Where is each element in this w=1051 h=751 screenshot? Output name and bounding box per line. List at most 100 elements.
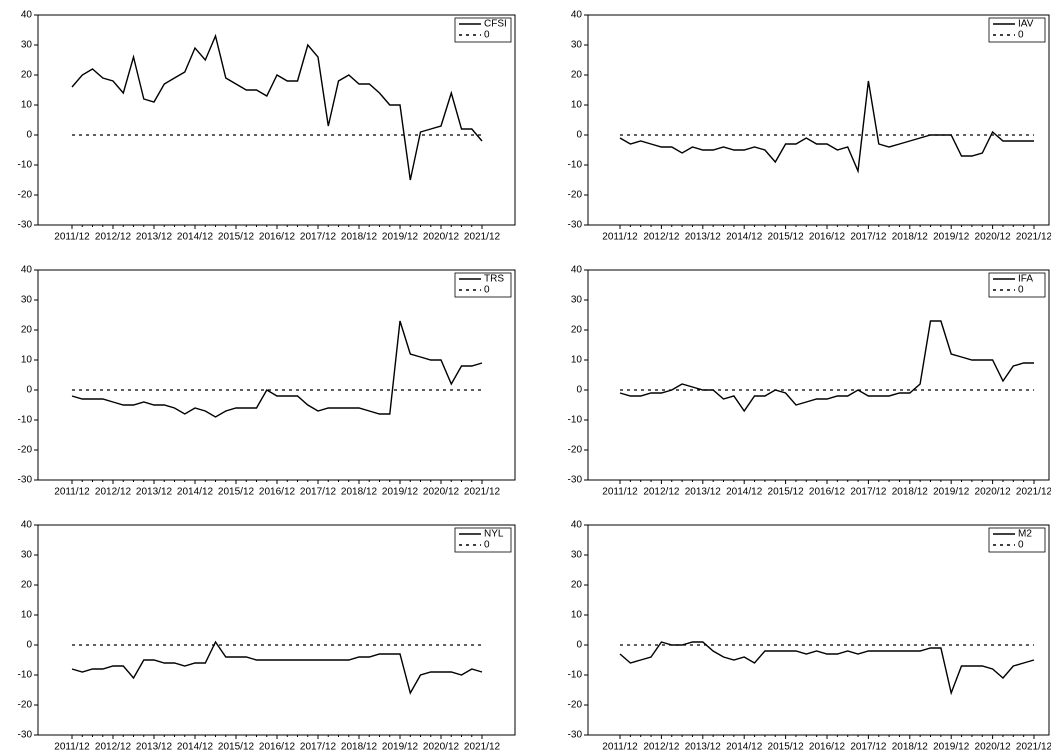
y-tick-label: -10 (18, 415, 33, 426)
y-tick-label: 30 (21, 40, 33, 51)
x-tick-label: 2021/12 (1016, 487, 1051, 498)
y-tick-label: 20 (571, 580, 583, 591)
y-tick-label: -30 (18, 220, 33, 231)
y-tick-label: -10 (568, 670, 583, 681)
x-tick-label: 2021/12 (464, 742, 501, 751)
legend-label: 0 (484, 30, 490, 41)
panel: -30 -20 -10 0 10 20 30 40 2011/12 2012/12 2013/12 2… (18, 265, 516, 498)
x-tick-label: 2011/12 (54, 487, 90, 498)
x-tick-label: 2016/12 (259, 232, 296, 243)
x-tick-label: 2017/12 (300, 487, 337, 498)
y-tick-label: 10 (21, 610, 33, 621)
series-line (619, 80, 1034, 174)
x-tick-label: 2017/12 (850, 742, 887, 751)
x-tick-label: 2015/12 (218, 487, 255, 498)
y-tick-label: -30 (18, 730, 33, 741)
x-tick-label: 2020/12 (975, 487, 1012, 498)
x-tick-label: 2021/12 (1016, 232, 1051, 243)
legend-label: TRS (484, 274, 504, 285)
x-tick-label: 2018/12 (892, 742, 929, 751)
plot-frame (587, 14, 1050, 226)
y-tick-label: 40 (21, 520, 33, 531)
y-tick-label: -20 (568, 700, 583, 711)
x-tick-label: 2018/12 (892, 487, 929, 498)
x-tick-label: 2015/12 (218, 232, 255, 243)
legend-box (454, 527, 512, 553)
y-tick-label: 10 (571, 355, 583, 366)
y-tick-label: -20 (568, 445, 583, 456)
legend-label: 0 (484, 285, 490, 296)
y-tick-label: 10 (21, 100, 33, 111)
x-tick-label: 2016/12 (809, 487, 846, 498)
x-tick-label: 2012/12 (643, 742, 680, 751)
y-tick-label: -30 (568, 475, 583, 486)
legend-box (988, 527, 1046, 553)
x-tick-label: 2012/12 (643, 232, 680, 243)
x-tick-label: 2019/12 (382, 232, 419, 243)
x-tick-label: 2014/12 (177, 487, 214, 498)
panel: -30 -20 -10 0 10 20 30 40 2011/12 2012/12 2013/12 2… (568, 520, 1051, 751)
x-tick-label: 2017/12 (300, 232, 337, 243)
x-tick-label: 2019/12 (382, 742, 419, 751)
y-tick-label: -30 (568, 730, 583, 741)
x-tick-label: 2018/12 (892, 232, 929, 243)
series-line (71, 640, 483, 695)
x-tick-label: 2013/12 (685, 232, 722, 243)
x-tick-label: 2019/12 (933, 742, 970, 751)
plot-frame (37, 269, 516, 481)
y-tick-label: 10 (571, 610, 583, 621)
x-tick-label: 2016/12 (259, 487, 296, 498)
x-tick-label: 2019/12 (933, 232, 970, 243)
y-tick-label: 0 (26, 640, 32, 651)
y-tick-label: 30 (571, 295, 583, 306)
y-tick-label: -20 (568, 190, 583, 201)
x-tick-label: 2017/12 (850, 232, 887, 243)
y-tick-label: 10 (571, 100, 583, 111)
x-tick-label: 2016/12 (259, 742, 296, 751)
series-line (71, 320, 483, 418)
legend-box (454, 17, 512, 43)
y-tick-label: 30 (21, 295, 33, 306)
x-tick-label: 2021/12 (464, 487, 501, 498)
plot-frame (587, 269, 1050, 481)
y-tick-label: -30 (568, 220, 583, 231)
x-tick-label: 2011/12 (602, 487, 638, 498)
plot-frame (587, 524, 1050, 736)
y-tick-label: -20 (18, 445, 33, 456)
y-tick-label: -10 (18, 160, 33, 171)
x-tick-label: 2014/12 (726, 232, 763, 243)
x-tick-label: 2020/12 (975, 742, 1012, 751)
x-tick-label: 2014/12 (177, 742, 214, 751)
legend-label: 0 (1018, 285, 1024, 296)
legend-label: 0 (1018, 30, 1024, 41)
legend-label: IAV (1018, 19, 1034, 30)
x-tick-label: 2020/12 (423, 487, 460, 498)
x-tick-label: 2012/12 (95, 742, 132, 751)
y-tick-label: 0 (576, 385, 582, 396)
panel: -30 -20 -10 0 10 20 30 40 2011/12 2012/12 2013/12 2… (18, 520, 516, 751)
x-tick-label: 2014/12 (177, 232, 214, 243)
x-tick-label: 2018/12 (341, 487, 378, 498)
legend-label: IFA (1018, 274, 1033, 285)
legend-box (454, 272, 512, 298)
x-tick-label: 2013/12 (136, 232, 173, 243)
x-tick-label: 2016/12 (809, 232, 846, 243)
legend-label: 0 (1018, 540, 1024, 551)
y-tick-label: 0 (26, 385, 32, 396)
x-tick-label: 2013/12 (685, 487, 722, 498)
y-tick-label: -10 (568, 160, 583, 171)
x-tick-label: 2020/12 (975, 232, 1012, 243)
x-tick-label: 2013/12 (685, 742, 722, 751)
x-tick-label: 2014/12 (726, 742, 763, 751)
y-tick-label: -10 (568, 415, 583, 426)
plot-frame (37, 524, 516, 736)
y-tick-label: 30 (21, 550, 33, 561)
legend-label: M2 (1018, 529, 1032, 540)
y-tick-label: 20 (21, 325, 33, 336)
x-tick-label: 2012/12 (95, 232, 132, 243)
y-tick-label: 0 (576, 640, 582, 651)
y-tick-label: 20 (21, 580, 33, 591)
x-tick-label: 2017/12 (850, 487, 887, 498)
